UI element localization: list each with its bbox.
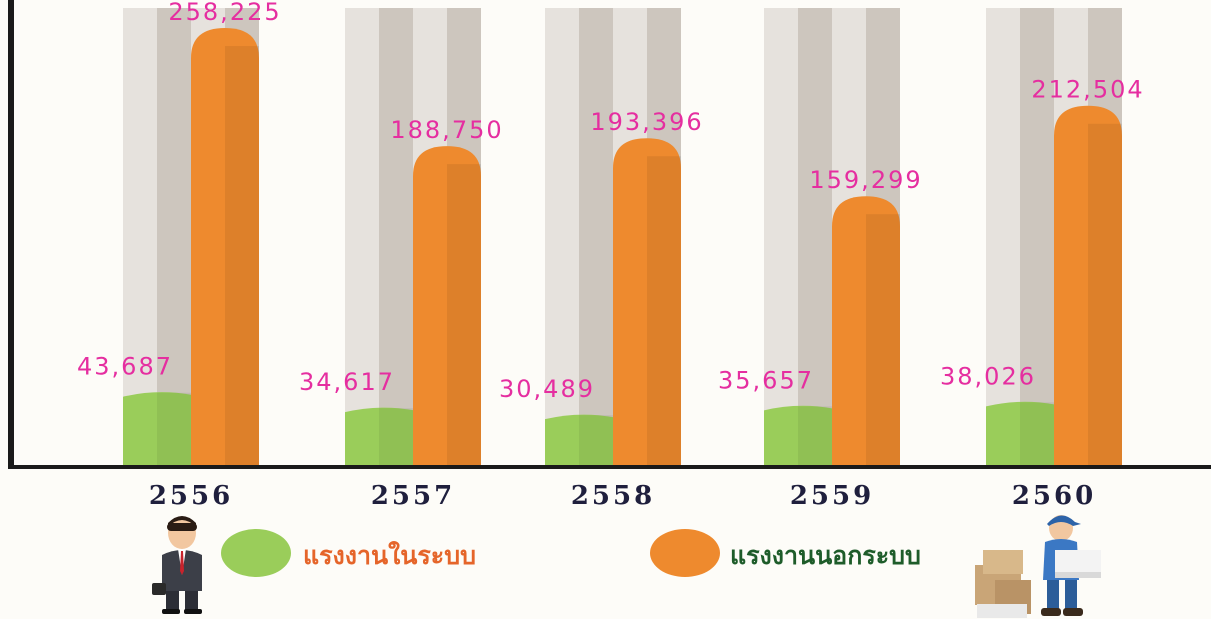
category-label: 2558	[571, 481, 655, 511]
value-label-inner: 43,687	[77, 353, 173, 381]
legend-label-inner: แรงงานในระบบ	[303, 541, 476, 570]
value-label-outer: 193,396	[590, 108, 703, 136]
value-label-outer: 159,299	[809, 166, 922, 194]
category-label: 2559	[790, 481, 874, 511]
legend-label-outer: แรงงานนอกระบบ	[730, 541, 921, 570]
bar-inner	[345, 407, 413, 467]
legend: แรงงานในระบบ แรงงานนอกระบบ	[0, 500, 1211, 619]
value-label-inner: 34,617	[299, 368, 395, 396]
bar-inner	[764, 405, 832, 467]
value-label-inner: 30,489	[499, 375, 595, 403]
value-label-outer: 212,504	[1031, 76, 1144, 104]
bar-outer	[413, 146, 481, 467]
inner-series-bars	[123, 392, 1054, 467]
legend-swatch-outer	[650, 529, 720, 577]
category-labels: 2556 2557 2558 2559 2560	[149, 481, 1096, 511]
bar-inner	[545, 414, 613, 467]
value-label-inner: 35,657	[718, 366, 814, 394]
legend-swatch-inner	[221, 529, 291, 577]
value-label-inner: 38,026	[940, 362, 1036, 390]
office-worker-icon	[152, 516, 202, 614]
bar-outer	[191, 28, 259, 468]
bar-outer	[832, 196, 900, 467]
value-label-outer: 258,225	[168, 0, 281, 26]
bar-outer	[613, 138, 681, 467]
outer-series-bars	[191, 28, 1122, 468]
category-label: 2560	[1012, 481, 1096, 511]
category-label: 2557	[371, 481, 455, 511]
bar-inner	[986, 401, 1054, 467]
value-labels: 43,687 258,225 34,617 188,750 30,489 193,396 3…	[77, 0, 1144, 403]
value-label-outer: 188,750	[390, 116, 503, 144]
bar-inner	[123, 392, 191, 467]
bar-outer	[1054, 105, 1122, 468]
delivery-worker-icon	[975, 515, 1101, 618]
category-label: 2556	[149, 481, 233, 511]
